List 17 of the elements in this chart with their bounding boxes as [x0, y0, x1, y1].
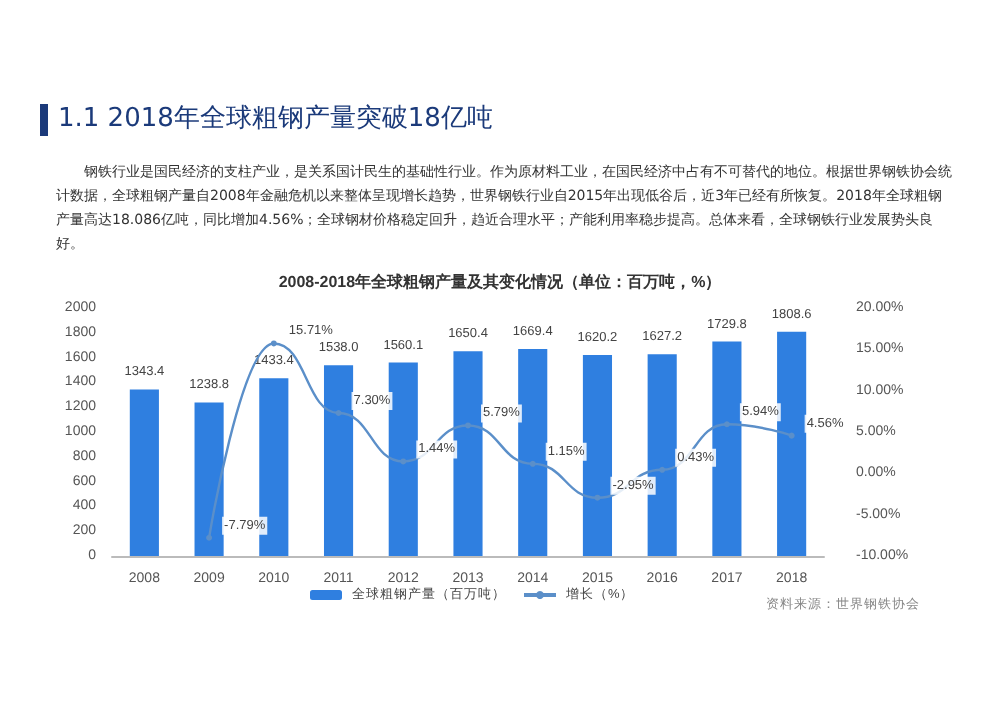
point [529, 460, 536, 467]
bar [388, 362, 418, 556]
point [206, 534, 213, 541]
bar [777, 331, 807, 556]
bar [518, 348, 548, 556]
bar [194, 402, 224, 556]
bar [453, 351, 483, 556]
bar [712, 341, 742, 556]
point [270, 340, 277, 347]
point [400, 458, 407, 465]
point [788, 432, 795, 439]
chart-subtitle: 2008-2018年全球粗钢产量及其变化情况（单位：百万吨，%） [278, 271, 722, 291]
bar [129, 389, 159, 556]
point [594, 494, 601, 501]
bar [323, 365, 354, 556]
chart-title: 1.1 2018年全球粗钢产量突破18亿吨 [40, 104, 493, 136]
bar [582, 355, 613, 556]
